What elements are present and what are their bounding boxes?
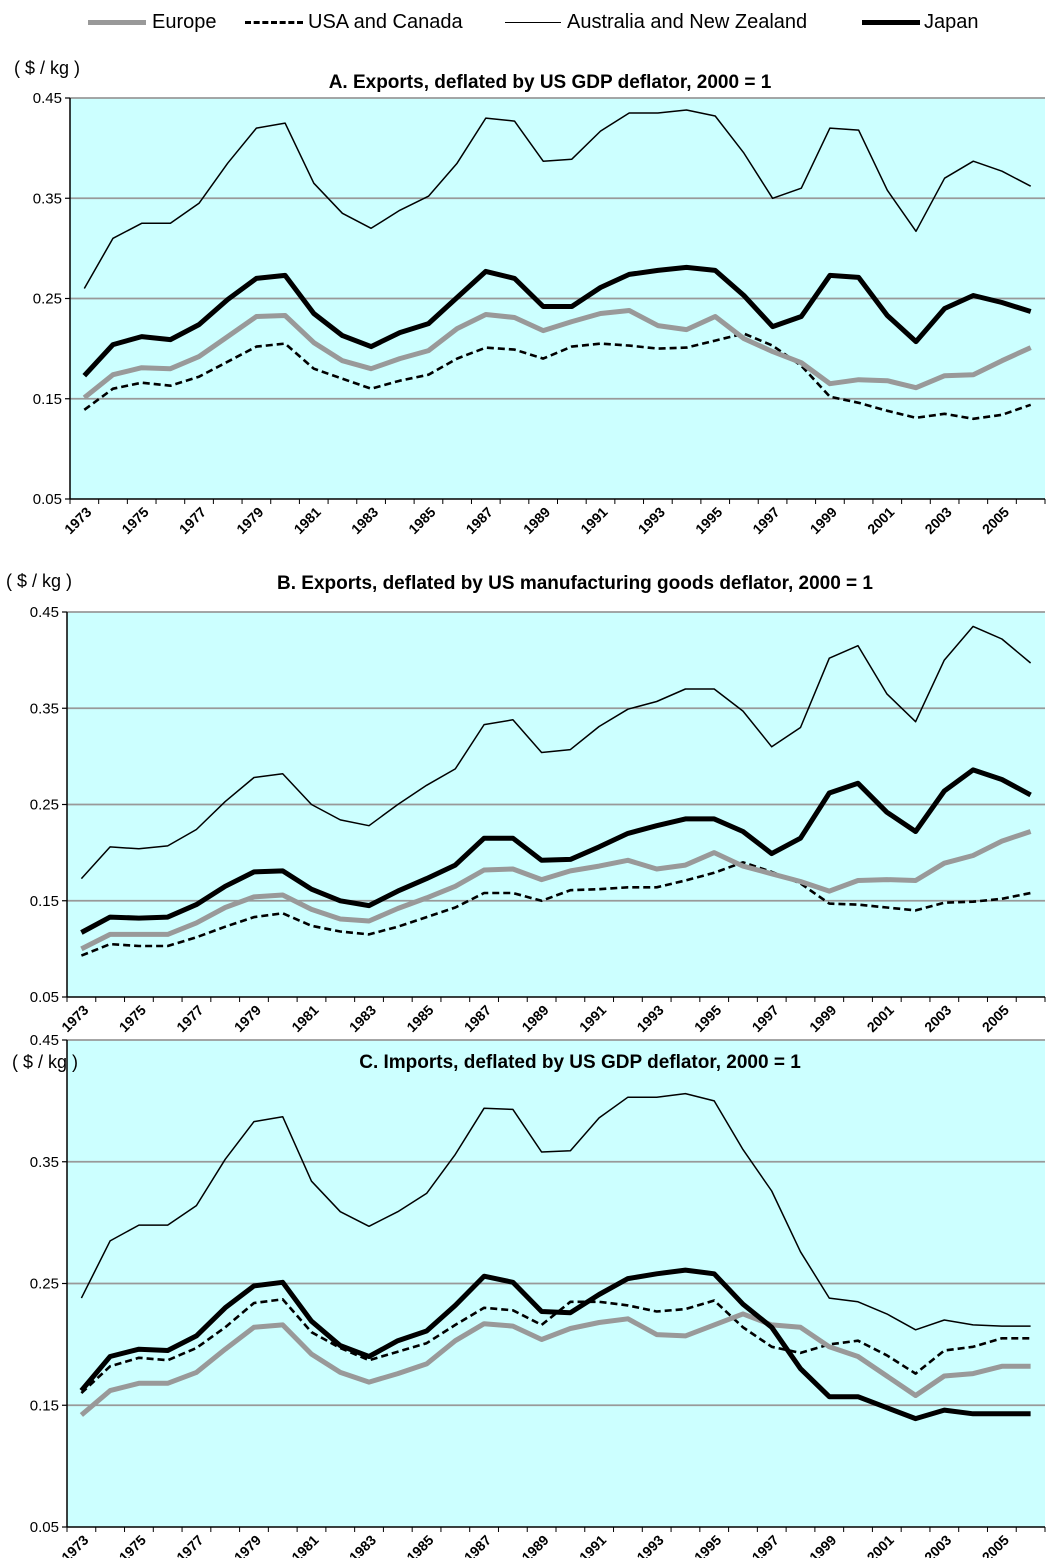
chart-b-x-tick-label: 1973 — [58, 1002, 91, 1035]
chart-c-x-tick-label: 1979 — [231, 1532, 264, 1558]
chart-b-x-tick-label: 1981 — [288, 1002, 321, 1035]
chart-a-x-tick-label: 1979 — [233, 504, 266, 537]
chart-b-x-tick-label: 1983 — [346, 1002, 379, 1035]
chart-c-x-tick-label: 1995 — [691, 1532, 724, 1558]
chart-c-x-tick-label: 1999 — [806, 1532, 839, 1558]
chart-b-title: B. Exports, deflated by US manufacturing… — [277, 573, 873, 594]
chart-a-unit-label: ( $ / kg ) — [14, 58, 80, 78]
chart-b-y-tick-label: 0.35 — [30, 700, 59, 717]
chart-c-x-tick-label: 2003 — [921, 1532, 954, 1558]
chart-b-series-australia-and-new-zealand — [80, 625, 1032, 880]
legend-label-europe: Europe — [152, 11, 217, 33]
chart-c-title: C. Imports, deflated by US GDP deflator,… — [359, 1052, 801, 1073]
chart-c-x-tick-label: 1989 — [518, 1532, 551, 1558]
chart-a-x-tick-label: 1973 — [61, 504, 94, 537]
chart-a-y-tick-label: 0.05 — [33, 491, 62, 508]
chart-a-x-tick-label: 1985 — [405, 504, 438, 537]
legend-swatch-japan — [862, 20, 920, 25]
chart-a-x-tick-label: 1975 — [118, 504, 151, 537]
chart-c-y-tick-label: 0.35 — [30, 1154, 59, 1171]
chart-b-x-tick-label: 1999 — [806, 1002, 839, 1035]
chart-b-x-tick-label: 1993 — [633, 1002, 666, 1035]
chart-a-y-tick-label: 0.25 — [33, 291, 62, 308]
chart-a-series-japan — [82, 264, 1032, 378]
chart-b-x-tick-label: 1979 — [231, 1002, 264, 1035]
chart-c-y-tick-label: 0.05 — [30, 1519, 59, 1536]
chart-c-x-tick-label: 1973 — [58, 1532, 91, 1558]
legend-swatch-europe — [88, 20, 146, 25]
chart-a-x-tick-label: 1987 — [463, 504, 496, 537]
chart-b-x-tick-label: 2003 — [921, 1002, 954, 1035]
chart-a-x-tick-label: 1989 — [520, 504, 553, 537]
chart-b-x-tick-label: 1987 — [461, 1002, 494, 1035]
chart-a-x-tick-label: 1993 — [635, 504, 668, 537]
chart-a-x-tick-label: 1999 — [807, 504, 840, 537]
chart-b-unit-label: ( $ / kg ) — [6, 571, 72, 591]
chart-legend: Europe USA and Canada Australia and New … — [0, 6, 1051, 38]
chart-c-y-tick-label: 0.45 — [30, 1032, 59, 1049]
chart-b-x-tick-label: 1991 — [576, 1002, 609, 1035]
chart-c-x-tick-label: 1975 — [116, 1532, 149, 1558]
chart-a-title: A. Exports, deflated by US GDP deflator,… — [329, 72, 772, 93]
chart-b-x-tick-label: 1995 — [691, 1002, 724, 1035]
chart-c-x-tick-label: 2005 — [979, 1532, 1012, 1558]
legend-label-australia-and-new-zealand: Australia and New Zealand — [567, 11, 808, 33]
chart-b-y-tick-label: 0.25 — [30, 797, 59, 814]
chart-a-series-australia-and-new-zealand — [83, 109, 1032, 289]
chart-a-x-tick-label: 1977 — [176, 504, 209, 537]
chart-c-x-tick-label: 1983 — [346, 1532, 379, 1558]
chart-b-x-tick-label: 2005 — [979, 1002, 1012, 1035]
chart-a-x-tick-label: 1997 — [749, 504, 782, 537]
legend-label-usa-and-canada: USA and Canada — [308, 11, 463, 33]
chart-c-x-tick-label: 2001 — [864, 1532, 897, 1558]
chart-c-series-europe — [79, 1311, 1031, 1417]
chart-b-series-usa-and-canada — [80, 860, 1031, 957]
chart-c-x-tick-label: 1991 — [576, 1532, 609, 1558]
chart-a-x-tick-label: 2001 — [864, 504, 897, 537]
chart-c-x-tick-label: 1993 — [633, 1532, 666, 1558]
chart-b-y-tick-label: 0.45 — [30, 604, 59, 621]
chart-b-x-tick-label: 2001 — [864, 1002, 897, 1035]
chart-c-x-tick-label: 1997 — [749, 1532, 782, 1558]
chart-c-y-tick-label: 0.25 — [30, 1276, 59, 1293]
chart-b-x-tick-label: 1989 — [518, 1002, 551, 1035]
chart-a-x-tick-label: 1991 — [577, 504, 610, 537]
chart-b-y-tick-label: 0.15 — [30, 893, 59, 910]
chart-b-x-tick-label: 1985 — [403, 1002, 436, 1035]
chart-c-x-tick-label: 1985 — [403, 1532, 436, 1558]
chart-b-series-europe — [80, 829, 1032, 952]
chart-a-x-tick-label: 2003 — [921, 504, 954, 537]
chart-a-x-tick-label: 2005 — [979, 504, 1012, 537]
chart-c-y-tick-label: 0.15 — [30, 1397, 59, 1414]
chart-a-y-tick-label: 0.15 — [33, 391, 62, 408]
chart-a-series-europe — [82, 308, 1032, 400]
chart-a-y-tick-label: 0.45 — [33, 90, 62, 107]
legend-label-japan: Japan — [924, 11, 979, 33]
chart-b-series-japan — [80, 767, 1032, 935]
chart-b-x-tick-label: 1997 — [749, 1002, 782, 1035]
legend-swatch-australia-and-new-zealand — [505, 22, 561, 23]
chart-c-x-tick-label: 1987 — [461, 1532, 494, 1558]
chart-c-x-tick-label: 1981 — [288, 1532, 321, 1558]
chart-c-series-australia-and-new-zealand — [80, 1092, 1031, 1331]
chart-c-series-japan — [79, 1267, 1031, 1422]
chart-a-x-tick-label: 1981 — [291, 504, 324, 537]
chart-a-x-tick-label: 1995 — [692, 504, 725, 537]
chart-b-x-tick-label: 1977 — [173, 1002, 206, 1035]
chart-a-y-tick-label: 0.35 — [33, 190, 62, 207]
legend-swatch-usa-and-canada — [245, 21, 303, 24]
chart-a-x-tick-label: 1983 — [348, 504, 381, 537]
chart-b-y-tick-label: 0.05 — [30, 989, 59, 1006]
chart-c-x-tick-label: 1977 — [173, 1532, 206, 1558]
chart-c-unit-label: ( $ / kg ) — [12, 1052, 78, 1072]
chart-b-x-tick-label: 1975 — [116, 1002, 149, 1035]
